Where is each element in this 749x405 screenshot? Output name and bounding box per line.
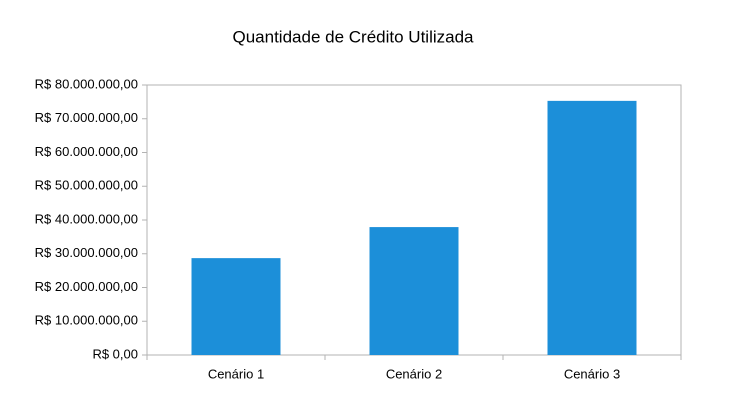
y-tick-label: R$ 10.000.000,00 — [35, 313, 138, 328]
y-tick-label: R$ 60.000.000,00 — [35, 144, 138, 159]
y-tick-label: R$ 40.000.000,00 — [35, 211, 138, 226]
y-tick-label: R$ 80.000.000,00 — [35, 76, 138, 91]
y-tick-label: R$ 0,00 — [92, 346, 138, 361]
x-tick-label: Cenário 3 — [564, 366, 620, 381]
y-tick-label: R$ 50.000.000,00 — [35, 178, 138, 193]
bar — [369, 227, 459, 355]
chart-title: Quantidade de Crédito Utilizada — [233, 27, 475, 46]
x-tick-label: Cenário 2 — [386, 366, 442, 381]
x-tick-label: Cenário 1 — [208, 366, 264, 381]
y-tick-label: R$ 70.000.000,00 — [35, 110, 138, 125]
bar — [547, 100, 637, 355]
y-tick-label: R$ 30.000.000,00 — [35, 245, 138, 260]
y-tick-label: R$ 20.000.000,00 — [35, 279, 138, 294]
bar — [191, 258, 281, 355]
